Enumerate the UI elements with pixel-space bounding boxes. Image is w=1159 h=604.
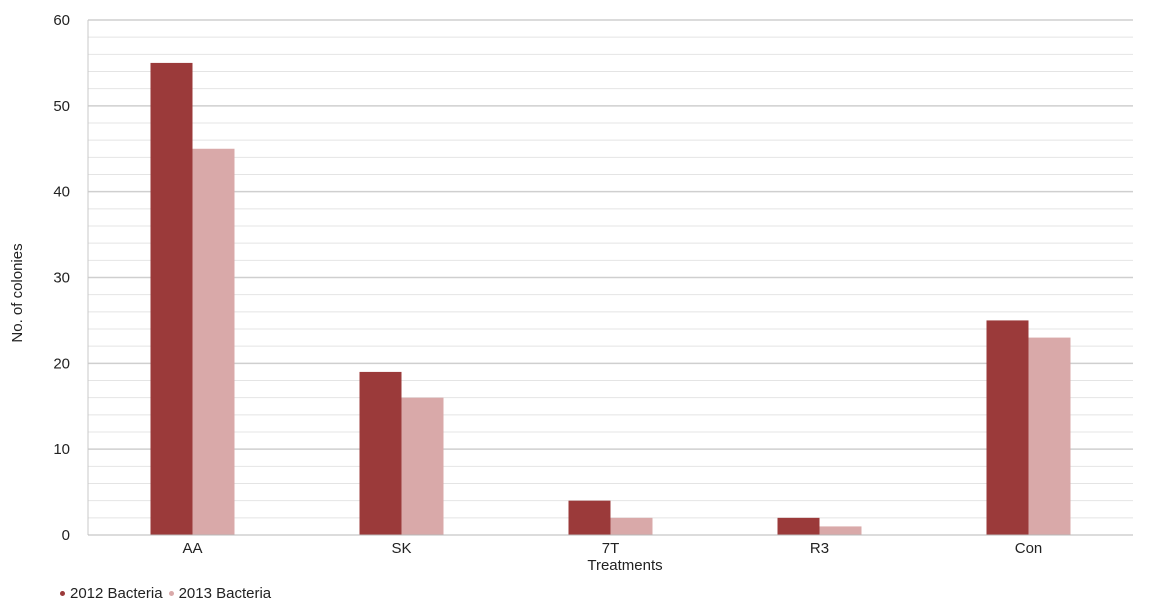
gridlines [88,19,1133,519]
legend-dot-2012 [60,591,65,596]
x-tick-label: SK [391,540,411,557]
bar-sk-2013 [401,397,444,535]
bar-7t-2012 [568,500,611,535]
y-tick-label: 50 [53,98,70,115]
bar-aa-2013 [192,148,235,535]
bar-con-2013 [1028,337,1071,535]
y-tick-label: 40 [53,184,70,201]
y-tick-label: 20 [53,355,70,372]
y-tick-label: 0 [62,527,70,544]
legend-dot-2013 [168,591,174,596]
bar-7t-2013 [610,517,653,535]
legend: 2012 Bacteria 2013 Bacteria [60,585,277,602]
y-tick-label: 10 [53,441,70,458]
bar-r3-2012 [777,517,820,535]
bar-aa-2012 [150,62,193,536]
x-axis-title: Treatments [587,557,662,574]
legend-item-2013: 2013 Bacteria [168,585,272,602]
x-tick-label: AA [182,540,202,557]
legend-label-2013: 2013 Bacteria [178,585,272,602]
x-tick-label: 7T [602,540,620,557]
y-tick-label: 60 [53,12,70,29]
x-tick-label: Con [1015,540,1043,557]
y-tick-label: 30 [53,270,70,287]
bar-sk-2012 [359,371,402,535]
bars [150,62,1071,536]
bar-r3-2013 [819,526,862,535]
y-axis-title: No. of colonies [9,243,26,342]
legend-label-2012: 2012 Bacteria [70,585,163,602]
y-tick-labels: 0 10 20 30 40 50 60 [53,12,70,544]
x-tick-label: R3 [810,540,829,557]
bar-con-2012 [986,320,1029,535]
x-tick-labels: AA SK 7T R3 Con [182,540,1042,557]
legend-item-2012: 2012 Bacteria [60,585,163,602]
